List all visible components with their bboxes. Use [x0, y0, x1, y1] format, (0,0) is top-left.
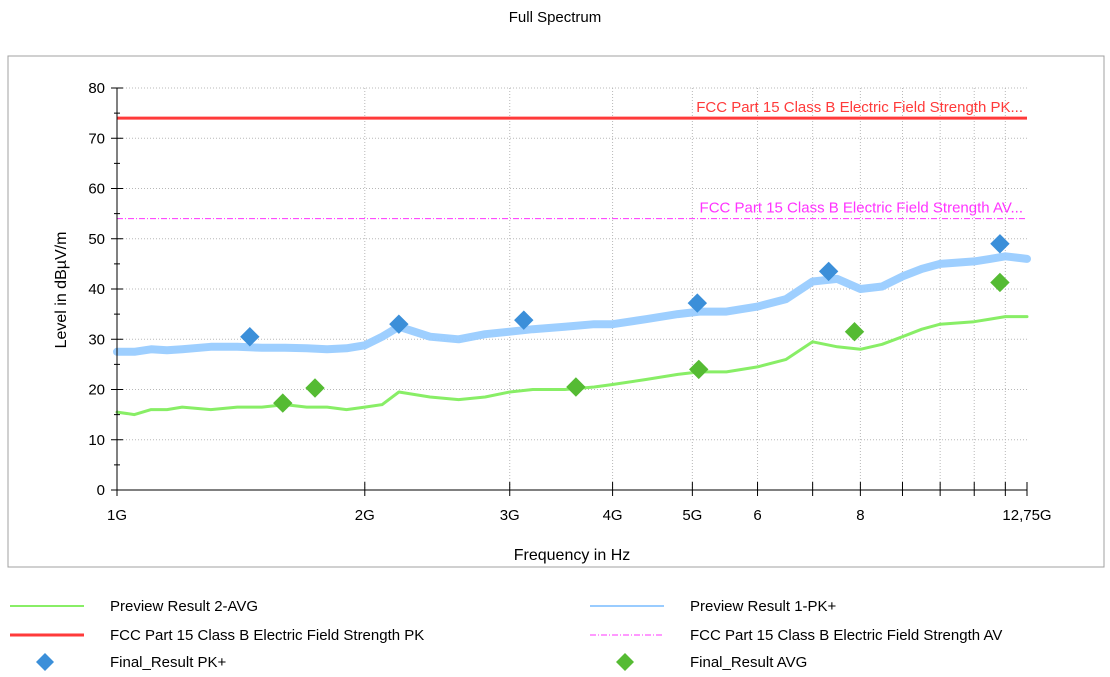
x-tick-label: 2G: [355, 507, 375, 524]
pk-limit-label: FCC Part 15 Class B Electric Field Stren…: [696, 99, 1023, 116]
y-tick-label: 50: [88, 231, 105, 248]
legend-item-6-swatch: [616, 653, 634, 671]
y-tick-label: 80: [88, 80, 105, 97]
y-tick-label: 70: [88, 130, 105, 147]
chart-frame: [7, 55, 1105, 568]
legend: Preview Result 2-AVG Preview Result 1-PK+…: [10, 598, 1002, 671]
x-tick-label: 3G: [500, 507, 520, 524]
x-tick-label: 12,75G: [1002, 507, 1051, 524]
axes: 0 10 20 30 40 50 60 70 80 1G 2G 3G 4G 5G 6 8 12,75G: [88, 80, 1051, 524]
y-tick-label: 30: [88, 331, 105, 348]
x-axis-title: Frequency in Hz: [514, 547, 631, 564]
final-avg-marker: [273, 393, 293, 413]
legend-item-3-label: FCC Part 15 Class B Electric Field Stren…: [110, 627, 424, 644]
y-axis-title: Level in dBµV/m: [53, 232, 70, 349]
legend-item-2-label: Preview Result 1-PK+: [690, 598, 837, 615]
x-tick-label: 8: [856, 507, 864, 524]
x-tick-label: 6: [753, 507, 761, 524]
final-pk-marker: [389, 314, 409, 334]
series-lines: [113, 252, 1031, 417]
final-result-markers: [240, 234, 1010, 413]
chart-title: Full Spectrum: [509, 9, 602, 26]
final-pk-marker: [514, 310, 534, 330]
x-tick-label: 4G: [603, 507, 623, 524]
limit-lines: FCC Part 15 Class B Electric Field Stren…: [117, 99, 1027, 220]
final-pk-marker: [240, 327, 260, 347]
legend-item-4-label: FCC Part 15 Class B Electric Field Stren…: [690, 627, 1002, 644]
legend-item-1-label: Preview Result 2-AVG: [110, 598, 258, 615]
final-avg-marker: [689, 359, 709, 380]
y-tick-label: 10: [88, 432, 105, 449]
final-avg-marker: [305, 378, 325, 398]
grid: [117, 87, 1027, 490]
legend-item-5-label: Final_Result PK+: [110, 654, 227, 671]
final-avg-marker: [566, 377, 586, 397]
series-avg-line: [115, 315, 1029, 417]
x-tick-label: 5G: [682, 507, 702, 524]
legend-item-5-swatch: [36, 653, 54, 671]
y-tick-label: 60: [88, 181, 105, 198]
y-tick-label: 40: [88, 281, 105, 298]
y-tick-label: 20: [88, 382, 105, 399]
x-tick-label: 1G: [107, 507, 127, 524]
legend-item-6-label: Final_Result AVG: [690, 654, 807, 671]
y-tick-label: 0: [97, 482, 105, 499]
av-limit-label: FCC Part 15 Class B Electric Field Stren…: [700, 200, 1023, 217]
final-avg-marker: [844, 322, 865, 342]
final-pk-marker: [990, 234, 1010, 254]
final-pk-marker: [818, 261, 839, 282]
final-pk-marker: [687, 293, 708, 313]
final-avg-marker: [990, 272, 1010, 293]
series-pk-line: [113, 252, 1031, 356]
